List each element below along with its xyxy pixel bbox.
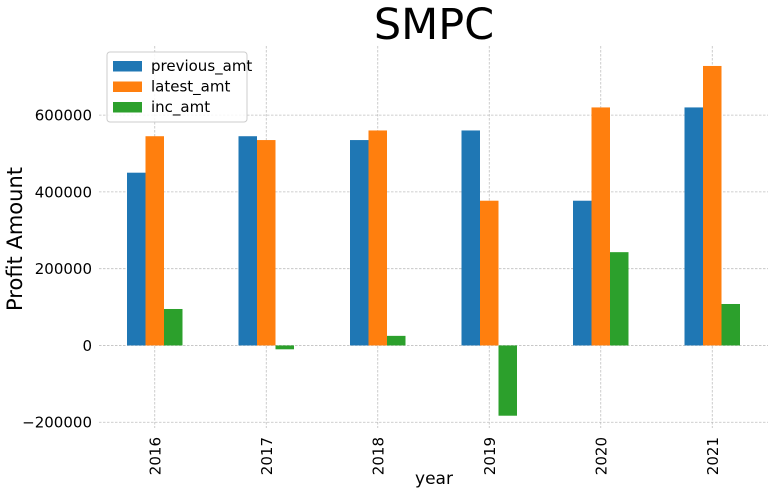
x-tick-label: 2016 [146, 437, 164, 475]
bar-previous_amt-2019 [461, 130, 480, 346]
x-tick-label: 2019 [481, 437, 499, 475]
ticks-layer: −200000 0 200000 400000 600000 2016 2017 2018 20… [22, 107, 722, 476]
bar-latest_amt-2019 [480, 200, 499, 346]
legend-label-previous_amt: previous_amt [151, 57, 252, 76]
bar-inc_amt-2017 [275, 345, 294, 350]
legend-label-inc_amt: inc_amt [151, 98, 210, 117]
legend-swatch-previous_amt [113, 61, 142, 72]
y-tick-label: −200000 [22, 414, 92, 432]
bar-previous_amt-2018 [350, 140, 369, 346]
legend-label-latest_amt: latest_amt [151, 78, 230, 97]
bar-inc_amt-2021 [721, 303, 740, 346]
y-tick-label: 0 [82, 337, 92, 355]
bar-previous_amt-2017 [238, 136, 257, 346]
bar-previous_amt-2021 [684, 107, 703, 346]
y-tick-label: 400000 [35, 183, 92, 201]
bar-inc_amt-2016 [164, 308, 183, 346]
bar-inc_amt-2018 [387, 335, 406, 346]
x-tick-label: 2018 [369, 437, 387, 475]
chart-title: SMPC [374, 0, 494, 50]
bar-previous_amt-2016 [127, 172, 146, 346]
x-tick-label: 2021 [704, 437, 722, 475]
bar-inc_amt-2019 [498, 345, 517, 416]
x-tick-label: 2017 [258, 437, 276, 475]
bar-latest_amt-2017 [257, 140, 276, 346]
x-axis-label: year [415, 469, 453, 489]
bar-previous_amt-2020 [573, 200, 592, 346]
legend-swatch-inc_amt [113, 102, 142, 113]
y-axis-label: Profit Amount [3, 167, 27, 311]
bar-inc_amt-2020 [610, 252, 629, 346]
bars-layer [127, 65, 740, 416]
x-tick-label: 2020 [592, 437, 610, 475]
grid-layer [99, 46, 768, 428]
bar-latest_amt-2021 [703, 65, 722, 346]
bar-latest_amt-2018 [368, 130, 387, 346]
y-tick-label: 600000 [35, 107, 92, 125]
y-tick-label: 200000 [35, 260, 92, 278]
legend-swatch-latest_amt [113, 81, 142, 92]
bar-latest_amt-2016 [145, 136, 164, 346]
bar-latest_amt-2020 [591, 107, 610, 346]
